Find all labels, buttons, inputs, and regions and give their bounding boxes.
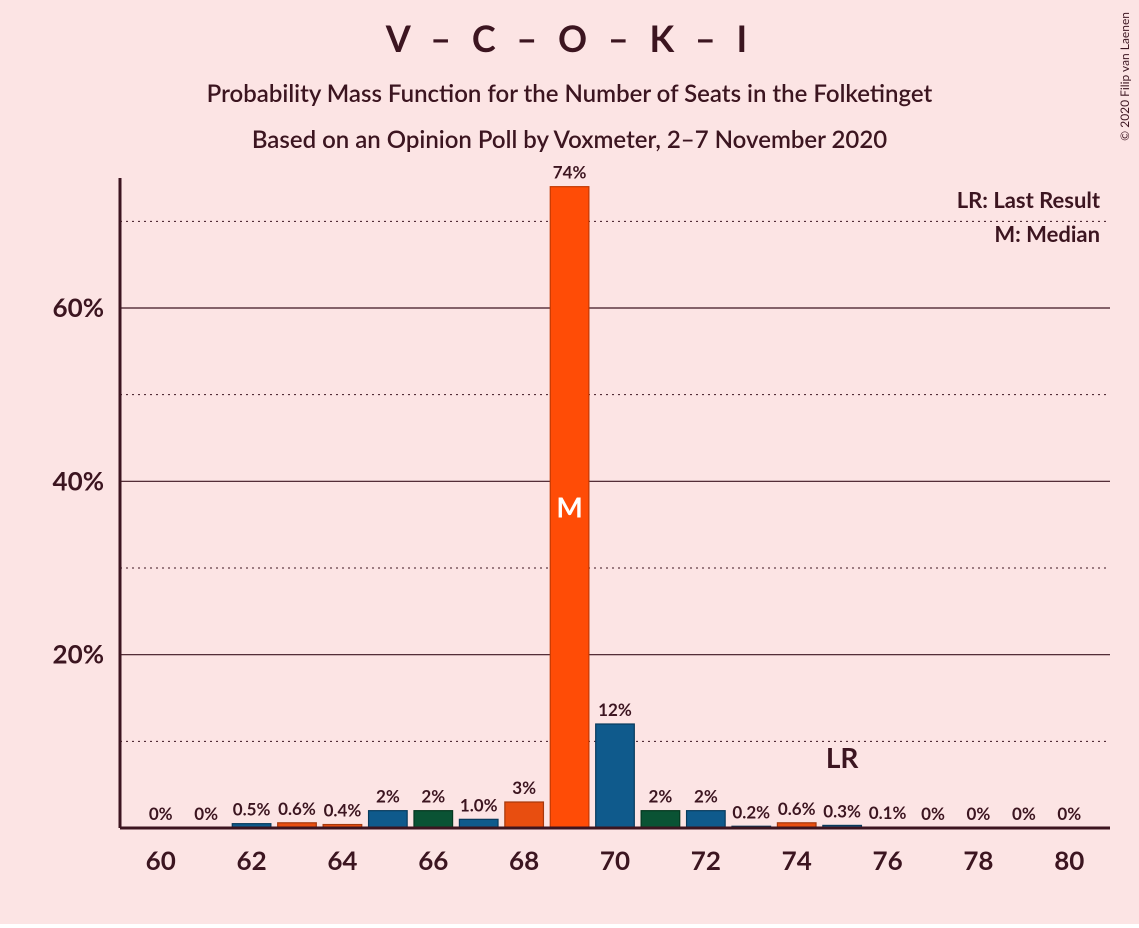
legend-m: M: Median — [994, 220, 1100, 247]
x-tick-label: 80 — [1054, 844, 1084, 876]
median-marker: M — [556, 489, 582, 523]
y-tick-label: 40% — [53, 464, 104, 496]
bar-value-label: 0.3% — [823, 800, 861, 821]
copyright-text: © 2020 Filip van Laenen — [1117, 12, 1132, 141]
bar-value-label: 2% — [649, 786, 673, 807]
bar-value-label: 3% — [512, 777, 536, 798]
y-tick-label: 20% — [53, 638, 104, 670]
bar-value-label: 0% — [921, 803, 945, 824]
x-tick-label: 64 — [327, 844, 357, 876]
x-tick-label: 62 — [236, 844, 266, 876]
legend-lr: LR: Last Result — [957, 186, 1101, 213]
x-tick-label: 78 — [963, 844, 993, 876]
bar-value-label: 0.1% — [869, 802, 907, 823]
bar-value-label: 0.5% — [233, 799, 271, 820]
bar-value-label: 0% — [1012, 803, 1036, 824]
bar-value-label: 12% — [598, 699, 632, 720]
bar — [596, 724, 635, 828]
bar-value-label: 0.4% — [324, 800, 362, 821]
x-tick-label: 76 — [872, 844, 902, 876]
bar-value-label: 0% — [194, 803, 218, 824]
chart-title: V – C – O – K – I — [385, 16, 753, 60]
bar-value-label: 2% — [694, 786, 718, 807]
bar-value-label: 2% — [376, 786, 400, 807]
bar-value-label: 2% — [421, 786, 445, 807]
x-tick-label: 68 — [509, 844, 539, 876]
bar-value-label: 0.2% — [732, 801, 770, 822]
chart-container: V – C – O – K – I Probability Mass Functi… — [0, 0, 1139, 924]
chart-subtitle-2: Based on an Opinion Poll by Voxmeter, 2–… — [252, 125, 887, 154]
bar — [505, 802, 544, 828]
chart-subtitle-1: Probability Mass Function for the Number… — [207, 79, 933, 108]
x-tick-label: 70 — [600, 844, 630, 876]
bar — [369, 811, 408, 828]
bar-value-label: 0% — [149, 803, 173, 824]
x-tick-label: 72 — [691, 844, 721, 876]
x-tick-label: 74 — [782, 844, 812, 876]
bar-value-label: 74% — [553, 162, 587, 183]
bar-value-label: 0.6% — [278, 798, 316, 819]
lr-marker: LR — [826, 740, 860, 774]
y-tick-label: 60% — [53, 291, 104, 323]
x-tick-label: 66 — [418, 844, 448, 876]
bar-value-label: 0% — [967, 803, 991, 824]
bar-value-label: 1.0% — [460, 794, 498, 815]
bar-value-label: 0% — [1057, 803, 1081, 824]
bar — [641, 811, 680, 828]
bar — [687, 811, 726, 828]
bar-value-label: 0.6% — [778, 798, 816, 819]
x-tick-label: 60 — [146, 844, 176, 876]
bar — [414, 811, 453, 828]
